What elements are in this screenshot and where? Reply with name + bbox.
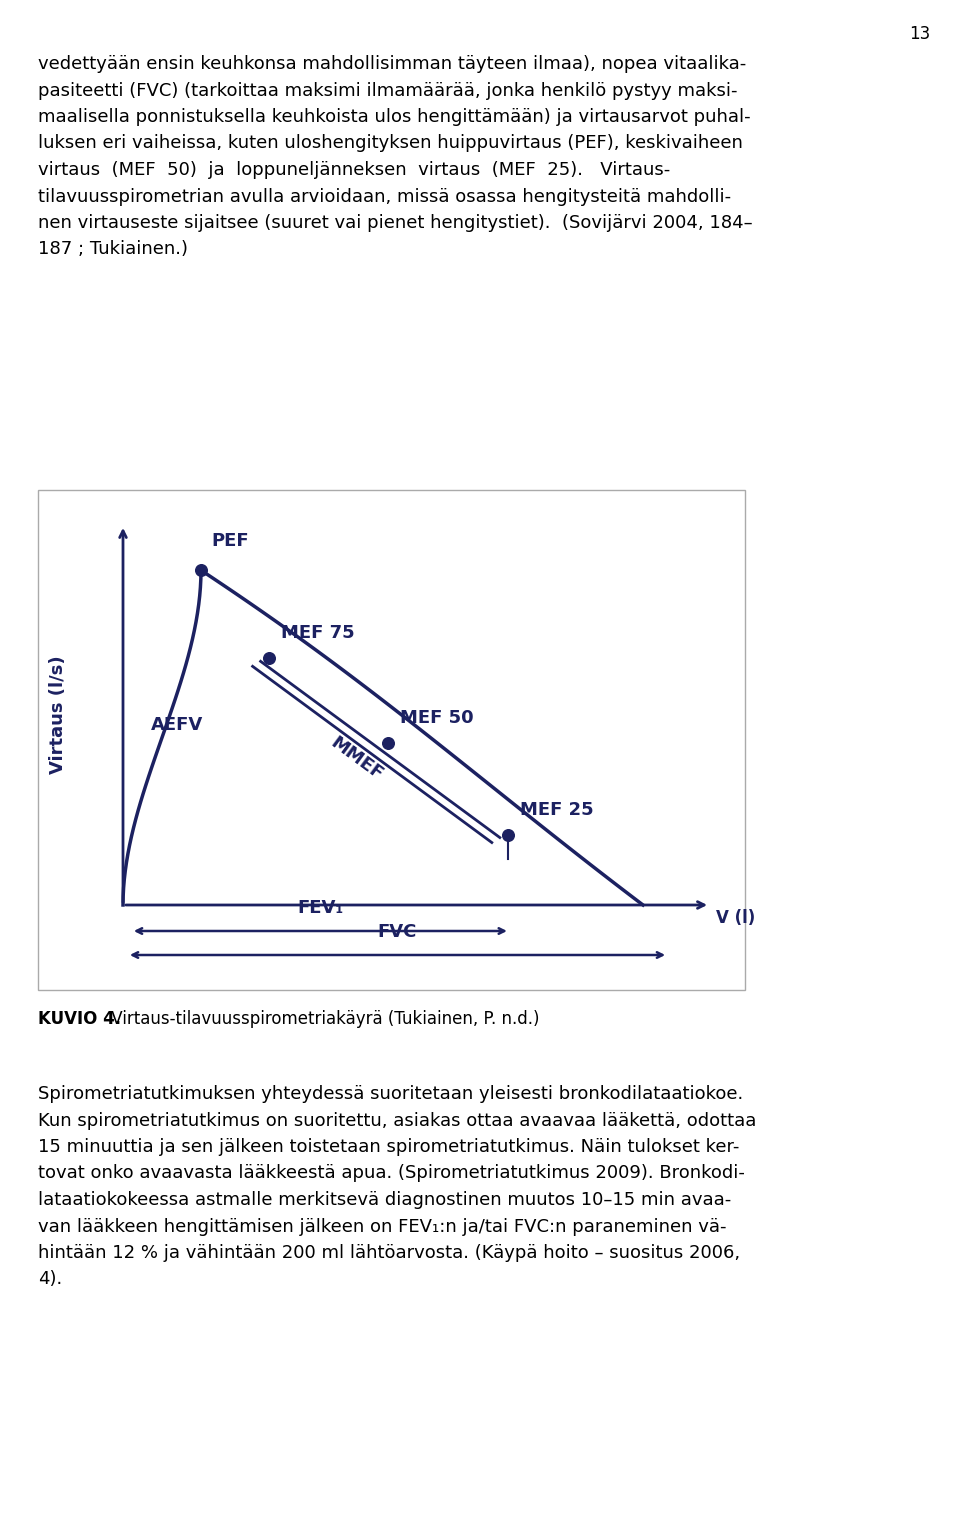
Point bbox=[380, 730, 396, 754]
Text: Virtaus (l/s): Virtaus (l/s) bbox=[49, 655, 67, 774]
Text: MEF 25: MEF 25 bbox=[519, 800, 593, 818]
Text: pasiteetti (FVC) (tarkoittaa maksimi ilmamäärää, jonka henkilö pystyy maksi-: pasiteetti (FVC) (tarkoittaa maksimi ilm… bbox=[38, 81, 737, 99]
Text: PEF: PEF bbox=[211, 532, 249, 550]
Text: tovat onko avaavasta lääkkeestä apua. (Spirometriatutkimus 2009). Bronkodi-: tovat onko avaavasta lääkkeestä apua. (S… bbox=[38, 1164, 745, 1183]
Text: Kun spirometriatutkimus on suoritettu, asiakas ottaa avaavaa lääkettä, odottaa: Kun spirometriatutkimus on suoritettu, a… bbox=[38, 1111, 756, 1129]
Text: lataatiokokeessa astmalle merkitsevä diagnostinen muutos 10–15 min avaa-: lataatiokokeessa astmalle merkitsevä dia… bbox=[38, 1190, 732, 1209]
Text: AEFV: AEFV bbox=[151, 716, 204, 735]
Text: maalisella ponnistuksella keuhkoista ulos hengittämään) ja virtausarvot puhal-: maalisella ponnistuksella keuhkoista ulo… bbox=[38, 108, 751, 126]
Point bbox=[500, 823, 516, 847]
Text: 15 minuuttia ja sen jälkeen toistetaan spirometriatutkimus. Näin tulokset ker-: 15 minuuttia ja sen jälkeen toistetaan s… bbox=[38, 1138, 739, 1157]
Text: van lääkkeen hengittämisen jälkeen on FEV₁:n ja/tai FVC:n paraneminen vä-: van lääkkeen hengittämisen jälkeen on FE… bbox=[38, 1218, 727, 1236]
Text: Spirometriatutkimuksen yhteydessä suoritetaan yleisesti bronkodilataatiokoe.: Spirometriatutkimuksen yhteydessä suorit… bbox=[38, 1085, 743, 1103]
Text: MMEF: MMEF bbox=[326, 733, 386, 783]
Point bbox=[261, 646, 276, 671]
Text: luksen eri vaiheissa, kuten uloshengityksen huippuvirtaus (PEF), keskivaiheen: luksen eri vaiheissa, kuten uloshengityk… bbox=[38, 134, 743, 152]
Text: 4).: 4). bbox=[38, 1271, 62, 1288]
Text: MEF 75: MEF 75 bbox=[280, 625, 354, 642]
Text: vedettyään ensin keuhkonsa mahdollisimman täyteen ilmaa), nopea vitaalika-: vedettyään ensin keuhkonsa mahdollisimma… bbox=[38, 55, 746, 73]
Text: hintään 12 % ja vähintään 200 ml lähtöarvosta. (Käypä hoito – suositus 2006,: hintään 12 % ja vähintään 200 ml lähtöar… bbox=[38, 1244, 740, 1262]
Text: V (l): V (l) bbox=[716, 908, 756, 927]
Text: nen virtauseste sijaitsee (suuret vai pienet hengitystiet).  (Sovijärvi 2004, 18: nen virtauseste sijaitsee (suuret vai pi… bbox=[38, 213, 753, 232]
Text: 13: 13 bbox=[909, 24, 930, 43]
Text: Virtaus-tilavuusspirometriakäyrä (Tukiainen, P. n.d.): Virtaus-tilavuusspirometriakäyrä (Tukiai… bbox=[106, 1010, 540, 1029]
Text: FEV₁: FEV₁ bbox=[298, 899, 344, 917]
Bar bbox=[38, 491, 745, 991]
Text: tilavuusspirometrian avulla arvioidaan, missä osassa hengitysteitä mahdolli-: tilavuusspirometrian avulla arvioidaan, … bbox=[38, 187, 732, 206]
Text: MEF 50: MEF 50 bbox=[400, 709, 474, 727]
Text: FVC: FVC bbox=[378, 924, 418, 940]
Text: KUVIO 4.: KUVIO 4. bbox=[38, 1010, 121, 1029]
Text: virtaus  (MEF  50)  ja  loppuneljänneksen  virtaus  (MEF  25).   Virtaus-: virtaus (MEF 50) ja loppuneljänneksen vi… bbox=[38, 162, 670, 178]
Text: 187 ; Tukiainen.): 187 ; Tukiainen.) bbox=[38, 241, 188, 259]
Point bbox=[193, 558, 208, 582]
